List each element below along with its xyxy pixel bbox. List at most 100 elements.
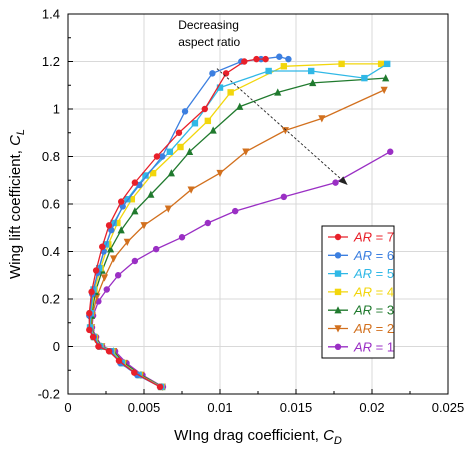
data-point (147, 190, 155, 198)
data-point (95, 343, 102, 350)
legend-label: AR = 4 (353, 284, 394, 299)
annotation-arrow-line (216, 68, 348, 186)
data-point (242, 148, 250, 156)
data-point (92, 267, 100, 274)
legend-label: AR = 5 (353, 266, 394, 281)
data-point (334, 270, 342, 277)
data-point (253, 55, 260, 63)
data-point (114, 219, 121, 227)
data-point (131, 179, 139, 186)
data-point (334, 343, 342, 350)
x-tick-label: 0.01 (207, 400, 232, 415)
data-point (309, 78, 317, 87)
data-point (159, 153, 166, 160)
legend: AR = 7AR = 6AR = 5AR = 4AR = 3AR = 2AR =… (321, 225, 395, 359)
data-point (181, 108, 189, 115)
annotation-line-1: Decreasing (178, 18, 239, 32)
data-point (106, 245, 115, 253)
y-tick-label: 0.6 (42, 197, 60, 212)
legend-item: AR = 2 (328, 321, 394, 336)
data-point (387, 148, 394, 155)
data-point (274, 88, 282, 96)
x-tick-label: 0.02 (359, 400, 384, 415)
series-layer (86, 53, 394, 391)
data-point (149, 169, 157, 177)
series-ar-7 (86, 55, 269, 391)
legend-label: AR = 3 (353, 303, 394, 318)
y-tick-label: -0.2 (38, 387, 60, 402)
data-point (103, 286, 110, 293)
data-point (123, 238, 131, 246)
data-point (117, 226, 125, 234)
data-point (153, 153, 161, 160)
data-point (285, 55, 292, 63)
data-point (105, 222, 113, 229)
data-point (236, 102, 244, 110)
data-point (209, 70, 216, 77)
y-tick-label: 0.4 (42, 244, 60, 259)
legend-label: AR = 1 (353, 339, 394, 354)
data-point (265, 67, 272, 75)
data-point (334, 306, 342, 314)
legend-item: AR = 7 (328, 230, 394, 245)
data-point (280, 193, 288, 201)
y-tick-label: 1.4 (42, 7, 60, 22)
data-point (377, 60, 385, 68)
data-point (156, 383, 164, 391)
data-point (164, 205, 172, 213)
data-point (110, 219, 117, 227)
legend-label-prefix: AR (353, 321, 372, 336)
data-point (204, 117, 212, 125)
legend-label-prefix: AR (353, 303, 372, 318)
data-point (281, 127, 289, 135)
legend-item: AR = 6 (328, 248, 394, 263)
data-point (232, 207, 239, 215)
data-point (334, 288, 342, 296)
legend-label-value: = 1 (372, 339, 394, 354)
x-axis-label-subscript: D (334, 435, 342, 447)
data-point (86, 310, 93, 317)
data-point (191, 120, 199, 127)
data-point (380, 86, 388, 94)
data-point (382, 74, 390, 82)
data-point (100, 274, 109, 282)
data-point (204, 219, 212, 227)
y-tick-label: 1 (53, 102, 60, 117)
legend-label-prefix: AR (353, 266, 372, 281)
data-point (222, 70, 230, 77)
data-point (131, 257, 139, 265)
legend-item: AR = 1 (328, 339, 394, 354)
x-tick-label: 0.015 (280, 400, 313, 415)
data-point (216, 169, 224, 178)
data-point (167, 169, 175, 177)
data-point (201, 105, 208, 113)
y-tick-label: 0.2 (42, 292, 60, 307)
legend-item: AR = 3 (328, 303, 394, 318)
data-point (118, 198, 125, 205)
data-point (152, 245, 160, 253)
legend-label-prefix: AR (353, 230, 372, 245)
y-axis-label-subscript: L (15, 129, 27, 135)
data-point (262, 55, 269, 63)
x-tick-label: 0.025 (432, 400, 465, 415)
data-point (209, 126, 217, 134)
legend-label-value: = 6 (372, 248, 394, 263)
x-tick-label: 0 (64, 400, 71, 415)
data-point (334, 233, 342, 241)
y-axis-label-symbol: C (7, 135, 24, 146)
data-point (88, 288, 95, 296)
y-tick-label: 0 (53, 339, 60, 354)
x-axis-label: WIng drag coefficient, CD (174, 427, 342, 447)
legend-label-value: = 7 (372, 230, 394, 245)
data-point (86, 326, 93, 334)
data-point (280, 63, 288, 70)
y-tick-label: 0.8 (42, 149, 60, 164)
y-tick-label: 1.2 (42, 54, 60, 69)
legend-label-value: = 5 (372, 266, 394, 281)
data-point (177, 143, 184, 151)
data-point (308, 67, 315, 75)
data-point (142, 172, 149, 179)
data-point (334, 325, 342, 333)
legend-label-value: = 3 (372, 303, 394, 318)
